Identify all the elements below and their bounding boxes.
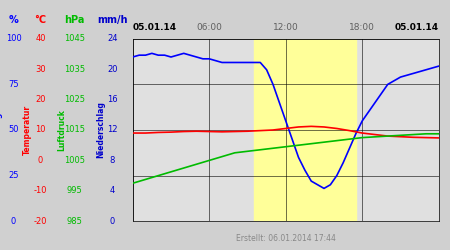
Text: -20: -20 (34, 217, 47, 226)
Text: 40: 40 (35, 34, 46, 43)
Text: %: % (9, 15, 18, 25)
Text: 75: 75 (8, 80, 19, 89)
Text: 8: 8 (110, 156, 115, 165)
Text: Luftfeuchtigkeit: Luftfeuchtigkeit (0, 95, 2, 165)
Text: 1005: 1005 (64, 156, 85, 165)
Text: Niederschlag: Niederschlag (97, 102, 106, 158)
Text: °C: °C (35, 15, 46, 25)
Text: Temperatur: Temperatur (22, 105, 32, 155)
Text: 0: 0 (38, 156, 43, 165)
Bar (254, 39, 356, 221)
Text: 12:00: 12:00 (273, 24, 299, 32)
Text: 1015: 1015 (64, 126, 85, 134)
Text: 30: 30 (35, 65, 46, 74)
Text: 0: 0 (11, 217, 16, 226)
Text: 18:00: 18:00 (349, 24, 375, 32)
Text: 20: 20 (107, 65, 118, 74)
Text: 05.01.14: 05.01.14 (395, 24, 439, 32)
Text: 10: 10 (35, 126, 46, 134)
Text: Erstellt: 06.01.2014 17:44: Erstellt: 06.01.2014 17:44 (236, 234, 336, 243)
Text: 1025: 1025 (64, 95, 85, 104)
Text: 24: 24 (107, 34, 118, 43)
Text: 16: 16 (107, 95, 118, 104)
Text: 06:00: 06:00 (196, 24, 222, 32)
Text: -10: -10 (34, 186, 47, 195)
Text: 995: 995 (66, 186, 82, 195)
Text: 100: 100 (5, 34, 21, 43)
Text: 12: 12 (107, 126, 118, 134)
Text: 50: 50 (8, 126, 19, 134)
Text: 05.01.14: 05.01.14 (133, 24, 177, 32)
Text: 0: 0 (110, 217, 115, 226)
Text: hPa: hPa (64, 15, 85, 25)
Text: Luftdruck: Luftdruck (57, 109, 66, 151)
Text: mm/h: mm/h (97, 15, 128, 25)
Text: 1035: 1035 (64, 65, 85, 74)
Text: 25: 25 (8, 171, 19, 180)
Text: 4: 4 (110, 186, 115, 195)
Text: 985: 985 (66, 217, 82, 226)
Text: 20: 20 (35, 95, 46, 104)
Text: 1045: 1045 (64, 34, 85, 43)
